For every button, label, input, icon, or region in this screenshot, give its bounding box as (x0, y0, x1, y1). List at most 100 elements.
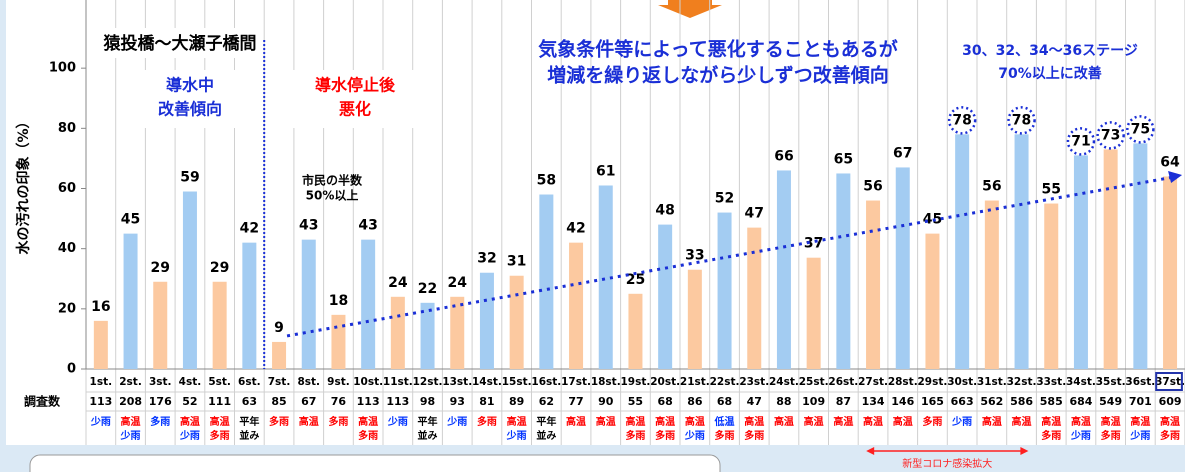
bar (984, 200, 999, 369)
weather-label: 平年 (418, 415, 438, 428)
count: 684 (1069, 395, 1092, 408)
weather-label: 少雨 (179, 429, 200, 442)
label-bg (104, 28, 254, 58)
bar (658, 224, 673, 369)
bar (1044, 203, 1059, 369)
value-label: 71 (1071, 133, 1090, 149)
value-label: 78 (952, 112, 971, 128)
weather-label: 高温 (507, 415, 527, 428)
x-tick-label: 19st. (621, 376, 651, 388)
weather-label: 高温 (299, 415, 319, 428)
x-tick-label: 1st. (90, 376, 113, 388)
count: 76 (331, 395, 347, 408)
x-tick-label: 21st. (680, 376, 710, 388)
bar (123, 233, 138, 369)
x-tick-label: 16st. (531, 376, 561, 388)
weather-label: 高温 (596, 415, 616, 428)
weather-label: 並み (239, 429, 259, 442)
corona-arrowhead (1020, 447, 1029, 455)
annotation: 猿投橋～大瀬子橋間 (103, 33, 257, 54)
count-label: 調査数 (24, 394, 61, 409)
count: 81 (479, 395, 494, 408)
trend-line (286, 175, 1175, 338)
x-tick-label: 33st. (1036, 376, 1066, 388)
weather-label: 平年 (536, 415, 556, 428)
weather-label: 高温 (1101, 415, 1121, 428)
trend-arrowhead (1168, 171, 1183, 183)
annotation: 50%以上 (306, 188, 359, 203)
annotation: 30、32、34～36ステージ (962, 43, 1138, 59)
y-tick-label: 20 (58, 301, 76, 316)
weather-label: 高温 (566, 415, 586, 428)
x-tick-label: 14st. (472, 376, 502, 388)
x-tick-label: 29st. (918, 376, 948, 388)
x-tick-label: 3st. (149, 376, 172, 388)
bar (509, 275, 524, 369)
y-axis-label: 水の汚れの印象（%） (15, 114, 32, 254)
weather-label: 多雨 (210, 429, 230, 442)
bar (539, 194, 554, 369)
value-label: 45 (121, 212, 140, 228)
weather-label: 多雨 (715, 429, 735, 442)
count: 68 (717, 395, 732, 408)
value-label: 25 (626, 272, 645, 288)
x-tick-label: 10st. (353, 376, 383, 388)
x-tick-label: 12st. (413, 376, 443, 388)
bar (361, 239, 376, 369)
x-tick-label: 8st. (297, 376, 320, 388)
weather-label: 高温 (625, 415, 645, 428)
weather-label: 高温 (358, 415, 378, 428)
count: 89 (509, 395, 524, 408)
x-tick-label: 26st. (828, 376, 858, 388)
weather-label: 平年 (239, 415, 259, 428)
label-bg (140, 70, 240, 128)
value-label: 56 (863, 179, 882, 195)
weather-label: 高温 (1130, 415, 1150, 428)
highlight-box (1155, 372, 1183, 391)
annotation: 70%以上に改善 (998, 65, 1102, 82)
bar (93, 320, 108, 369)
weather-label: 少雨 (951, 415, 972, 428)
weather-label: 少雨 (90, 415, 111, 428)
weather-label: 高温 (210, 415, 230, 428)
count: 165 (921, 395, 944, 408)
bar (687, 269, 702, 369)
bar (598, 185, 613, 369)
count: 176 (149, 395, 172, 408)
bar (747, 227, 762, 369)
count: 113 (89, 395, 112, 408)
weather-label: 少雨 (506, 429, 527, 442)
y-tick-label: 40 (58, 241, 76, 256)
x-tick-label: 23st. (739, 376, 769, 388)
bar (331, 314, 346, 369)
x-tick-label: 13st. (442, 376, 472, 388)
bar (836, 173, 851, 369)
value-label: 55 (1042, 182, 1061, 198)
x-tick-label: 28st. (888, 376, 918, 388)
weather-label: 高温 (1160, 415, 1180, 428)
weather-label: 高温 (744, 415, 764, 428)
count: 562 (980, 395, 1003, 408)
count: 134 (862, 395, 885, 408)
weather-label: 高温 (893, 415, 913, 428)
weather-label: 多雨 (477, 415, 497, 428)
count: 109 (802, 395, 825, 408)
value-label: 67 (893, 145, 912, 161)
y-tick-label: 80 (58, 121, 76, 136)
count: 68 (657, 395, 672, 408)
highlight-circle (1126, 115, 1155, 144)
label-bg (290, 70, 420, 128)
count: 90 (598, 395, 614, 408)
value-label: 45 (923, 212, 942, 228)
value-label: 66 (774, 148, 793, 164)
count: 86 (687, 395, 703, 408)
weather-label: 高温 (774, 415, 794, 428)
value-label: 29 (151, 260, 170, 276)
x-tick-label: 32st. (1007, 376, 1037, 388)
x-tick-label: 22st. (710, 376, 740, 388)
corona-arrowhead (866, 447, 875, 455)
weather-label: 多雨 (922, 415, 942, 428)
note-box (29, 454, 721, 472)
weather-label: 少雨 (120, 429, 141, 442)
